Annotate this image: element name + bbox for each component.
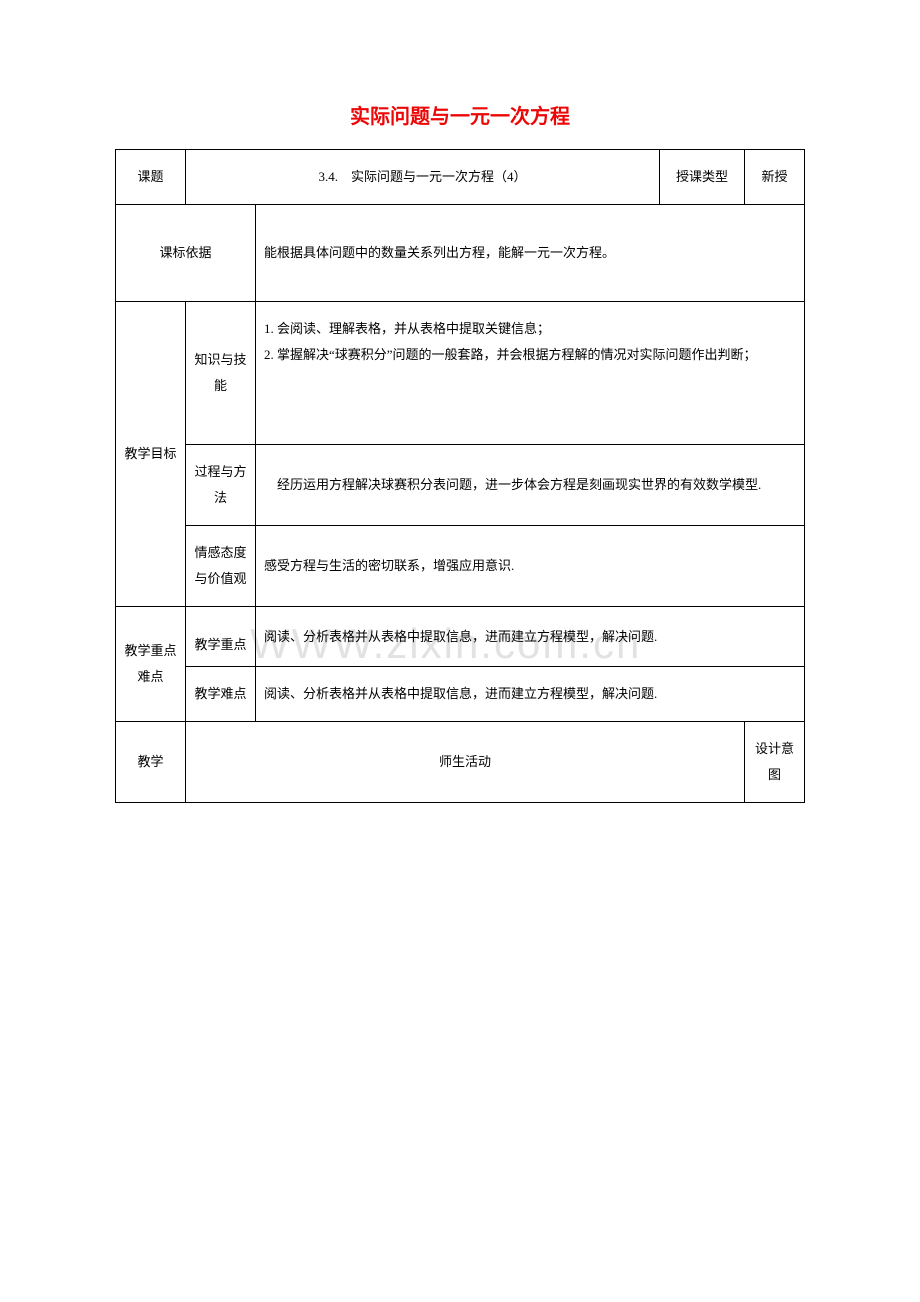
attitude-label: 情感态度与价值观 — [186, 526, 256, 607]
table-row: 教学重点难点 教学重点 阅读、分析表格并从表格中提取信息，进而建立方程模型，解决… — [116, 607, 805, 667]
difficult-label: 教学难点 — [186, 667, 256, 722]
attitude-content: 感受方程与生活的密切联系，增强应用意识. — [256, 526, 805, 607]
standard-content: 能根据具体问题中的数量关系列出方程，能解一元一次方程。 — [256, 205, 805, 302]
page-title: 实际问题与一元一次方程 — [115, 100, 805, 129]
activity-label: 教学 — [116, 722, 186, 803]
process-content: 经历运用方程解决球赛积分表问题，进一步体会方程是刻画现实世界的有效数学模型. — [256, 445, 805, 526]
activity-content-label: 师生活动 — [186, 722, 745, 803]
lesson-type-label: 授课类型 — [660, 150, 745, 205]
goals-label: 教学目标 — [116, 302, 186, 607]
table-row: 教学难点 阅读、分析表格并从表格中提取信息，进而建立方程模型，解决问题. — [116, 667, 805, 722]
standard-label: 课标依据 — [116, 205, 256, 302]
table-row: 课题 3.4. 实际问题与一元一次方程（4） 授课类型 新授 — [116, 150, 805, 205]
intent-label: 设计意图 — [745, 722, 805, 803]
lesson-plan-table: 课题 3.4. 实际问题与一元一次方程（4） 授课类型 新授 课标依据 能根据具… — [115, 149, 805, 803]
table-row: 过程与方法 经历运用方程解决球赛积分表问题，进一步体会方程是刻画现实世界的有效数… — [116, 445, 805, 526]
process-label: 过程与方法 — [186, 445, 256, 526]
focus-label: 教学重点难点 — [116, 607, 186, 722]
important-label: 教学重点 — [186, 607, 256, 667]
table-row: 教学目标 知识与技能 1. 会阅读、理解表格，并从表格中提取关键信息； 2. 掌… — [116, 302, 805, 445]
knowledge-content: 1. 会阅读、理解表格，并从表格中提取关键信息； 2. 掌握解决“球赛积分”问题… — [256, 302, 805, 445]
knowledge-label: 知识与技能 — [186, 302, 256, 445]
important-content: 阅读、分析表格并从表格中提取信息，进而建立方程模型，解决问题. — [256, 607, 805, 667]
table-row: 情感态度与价值观 感受方程与生活的密切联系，增强应用意识. — [116, 526, 805, 607]
lesson-type-value: 新授 — [745, 150, 805, 205]
difficult-content: 阅读、分析表格并从表格中提取信息，进而建立方程模型，解决问题. — [256, 667, 805, 722]
table-row: 课标依据 能根据具体问题中的数量关系列出方程，能解一元一次方程。 — [116, 205, 805, 302]
topic-content: 3.4. 实际问题与一元一次方程（4） — [186, 150, 660, 205]
topic-label: 课题 — [116, 150, 186, 205]
table-row: 教学 师生活动 设计意图 — [116, 722, 805, 803]
